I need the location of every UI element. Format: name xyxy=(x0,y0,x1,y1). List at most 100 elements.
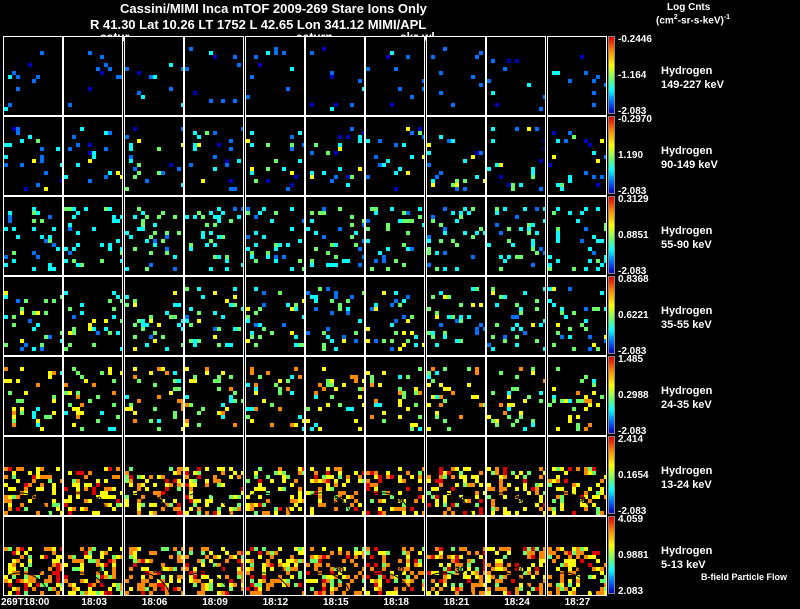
pixel xyxy=(281,583,286,587)
pixel xyxy=(68,495,73,499)
pixel xyxy=(60,567,62,571)
pixel xyxy=(555,587,560,591)
pixel xyxy=(515,487,520,491)
pixel xyxy=(450,239,455,243)
pixel xyxy=(342,339,346,343)
pixel xyxy=(164,251,169,255)
pixel xyxy=(168,579,173,583)
pixel xyxy=(297,575,302,579)
pixel xyxy=(245,319,250,323)
pixel xyxy=(523,479,528,483)
pixel xyxy=(454,339,459,343)
pixel xyxy=(116,171,121,175)
contour-label: 30 xyxy=(455,495,465,505)
pixel xyxy=(253,259,258,263)
pixel xyxy=(229,587,234,591)
pixel xyxy=(32,311,36,315)
pixel xyxy=(32,211,36,215)
pixel xyxy=(366,175,371,179)
pixel xyxy=(197,339,202,343)
pixel xyxy=(426,491,431,495)
pixel xyxy=(100,71,105,75)
pixel xyxy=(434,315,439,319)
pixel xyxy=(136,399,141,403)
pixel xyxy=(547,575,552,579)
pixel xyxy=(16,127,20,131)
pixel xyxy=(24,567,28,571)
pixel xyxy=(20,563,24,567)
pixel xyxy=(104,175,109,179)
pixel xyxy=(40,475,44,479)
pixel xyxy=(80,375,85,379)
pixel xyxy=(44,187,48,191)
pixel xyxy=(446,139,451,143)
pixel xyxy=(168,503,173,507)
pixel xyxy=(8,215,12,219)
pixel xyxy=(382,259,387,263)
pixel-map: 30 xyxy=(366,547,425,595)
pixel xyxy=(362,579,364,583)
pixel xyxy=(370,415,375,419)
pixel xyxy=(80,471,85,475)
pixel xyxy=(555,331,560,335)
pixel xyxy=(587,259,592,263)
pixel xyxy=(112,427,117,431)
pixel xyxy=(507,239,512,243)
pixel xyxy=(362,87,364,91)
pixel xyxy=(567,79,572,83)
pixel xyxy=(390,591,395,595)
contour-label: 30 xyxy=(32,495,42,505)
pixel xyxy=(350,503,354,507)
pixel xyxy=(559,187,564,191)
pixel xyxy=(603,495,606,499)
pixel xyxy=(470,303,475,307)
pixel xyxy=(334,507,338,511)
pixel xyxy=(120,259,123,263)
pixel xyxy=(591,151,596,155)
pixel xyxy=(591,503,596,507)
pixel xyxy=(293,567,298,571)
pixel xyxy=(406,575,411,579)
pixel xyxy=(60,587,62,591)
pixel xyxy=(52,547,56,551)
pixel xyxy=(458,415,463,419)
pixel xyxy=(362,511,364,515)
pixel xyxy=(176,303,181,307)
pixel xyxy=(205,371,210,375)
pixel xyxy=(164,347,169,351)
pixel xyxy=(334,295,338,299)
pixel xyxy=(52,243,56,247)
pixel xyxy=(253,243,258,247)
pixel xyxy=(326,327,330,331)
pixel xyxy=(543,319,546,323)
pixel-map xyxy=(4,367,62,431)
pixel xyxy=(289,507,294,511)
pixel xyxy=(346,495,350,499)
pixel xyxy=(16,479,20,483)
pixel xyxy=(474,55,479,59)
pixel xyxy=(579,551,584,555)
pixel xyxy=(197,143,202,147)
pixel xyxy=(140,559,145,563)
pixel xyxy=(406,407,411,411)
pixel xyxy=(8,103,12,107)
pixel xyxy=(474,503,479,507)
pixel xyxy=(503,259,508,263)
pixel-map xyxy=(124,291,183,351)
pixel xyxy=(495,303,500,307)
pixel xyxy=(28,471,32,475)
pixel xyxy=(462,207,467,211)
pixel xyxy=(575,583,580,587)
pixel xyxy=(470,207,475,211)
pixel xyxy=(410,507,415,511)
pixel xyxy=(591,343,596,347)
pixel xyxy=(253,179,258,183)
pixel xyxy=(591,467,596,471)
pixel xyxy=(579,55,584,59)
pixel xyxy=(144,559,149,563)
pixel xyxy=(366,471,371,475)
pixel xyxy=(72,587,77,591)
pixel xyxy=(164,487,169,491)
pixel-map: 30 xyxy=(64,467,123,515)
pixel xyxy=(68,471,73,475)
